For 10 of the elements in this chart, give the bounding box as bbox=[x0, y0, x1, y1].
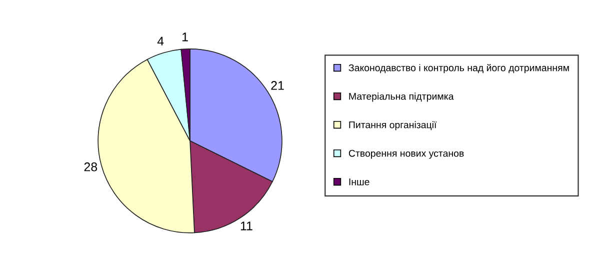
legend-label: Інше bbox=[349, 178, 370, 186]
data-label: 4 bbox=[157, 36, 164, 46]
legend-label: Законодавство і контроль над його дотриманням bbox=[348, 64, 569, 74]
data-label: 28 bbox=[84, 162, 98, 172]
data-label: 21 bbox=[271, 81, 284, 90]
legend-label: Матеріальна підтримка bbox=[349, 92, 454, 102]
legend-label: Створення нових установ bbox=[348, 150, 464, 159]
legend-label: Питання організації bbox=[349, 121, 437, 130]
data-label: 1 bbox=[182, 32, 188, 42]
data-label: 11 bbox=[240, 222, 252, 230]
